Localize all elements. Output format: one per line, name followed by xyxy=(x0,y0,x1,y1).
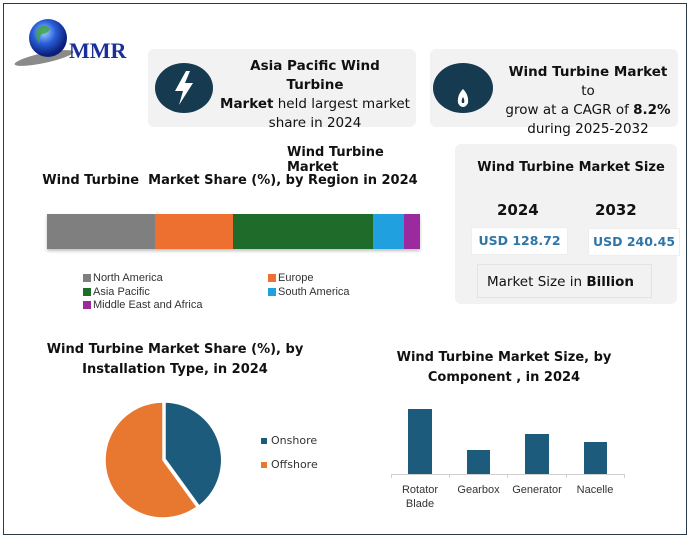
market-size-card: Wind Turbine Market Size 2024 2032 USD 1… xyxy=(455,144,680,304)
legend-label: Europe xyxy=(278,272,314,284)
bar-nacelle xyxy=(584,442,607,474)
highlight-bold-2: Market xyxy=(220,96,274,112)
component-axis xyxy=(391,474,625,475)
value-2032: USD 240.45 xyxy=(588,228,680,256)
cagr-value: 8.2% xyxy=(633,102,671,118)
cagr-card: Wind Turbine Market to grow at a CAGR of… xyxy=(430,49,678,137)
logo-text: MMR xyxy=(69,38,127,63)
legend-south-america: South America xyxy=(268,286,350,298)
cagr-text-1: to xyxy=(581,83,595,99)
pie-slice-offshore xyxy=(104,401,199,519)
region-stacked-bar xyxy=(47,214,420,249)
pie-title-line1: Wind Turbine Market Share (%), by xyxy=(46,342,304,357)
xlabel-nacelle: Nacelle xyxy=(576,484,614,496)
xlabel-line: Rotator xyxy=(401,484,439,496)
segment-south-america xyxy=(373,214,404,249)
lightning-bolt-icon xyxy=(155,63,213,113)
bar-rotator-blade xyxy=(408,409,432,474)
legend-onshore: Onshore xyxy=(261,434,317,447)
header-title: Wind Turbine Market xyxy=(287,145,384,175)
legend-offshore: Offshore xyxy=(261,458,318,471)
value-2024: USD 128.72 xyxy=(471,227,568,255)
bar-generator xyxy=(525,434,549,474)
axis-tick xyxy=(391,474,392,478)
pie-chart-title: Wind Turbine Market Share (%), by Instal… xyxy=(40,340,310,380)
component-title-line1: Wind Turbine Market Size, by xyxy=(396,350,612,365)
unit-text: Market Size in xyxy=(487,274,587,290)
legend-label: South America xyxy=(278,286,350,298)
year-2032: 2032 xyxy=(595,201,637,219)
legend-label: Offshore xyxy=(271,458,318,471)
xlabel-line: Blade xyxy=(405,498,435,510)
cagr-text-2: grow at a CAGR of xyxy=(505,102,634,118)
segment-europe xyxy=(155,214,233,249)
bar-gearbox xyxy=(467,450,490,474)
region-highlight-text: Asia Pacific Wind Turbine Market held la… xyxy=(220,57,410,133)
cagr-bold-1: Wind Turbine Market xyxy=(508,64,668,80)
axis-tick xyxy=(566,474,567,478)
pie-slice-onshore xyxy=(164,401,222,507)
region-chart-title: Wind Turbine Market Share (%), by Region… xyxy=(42,173,418,188)
xlabel-gearbox: Gearbox xyxy=(457,484,500,496)
highlight-bold-1: Asia Pacific Wind Turbine xyxy=(250,58,380,93)
legend-north-america: North America xyxy=(83,272,163,284)
market-size-title: Wind Turbine Market Size xyxy=(477,160,665,175)
segment-north-america xyxy=(47,214,155,249)
mmr-logo: MMR xyxy=(14,16,139,66)
highlight-text-3: share in 2024 xyxy=(268,115,362,131)
legend-label: Onshore xyxy=(271,434,318,447)
legend-label: North America xyxy=(93,272,163,284)
highlight-text-2: held largest market xyxy=(273,96,410,112)
unit-bold: Billion xyxy=(586,274,634,290)
globe-icon xyxy=(14,19,74,66)
region-highlight-card: Asia Pacific Wind Turbine Market held la… xyxy=(148,49,416,131)
pie-title-line2: Installation Type, in 2024 xyxy=(82,362,268,377)
legend-label: Middle East and Africa xyxy=(93,299,203,311)
infographic-frame xyxy=(3,3,687,535)
market-size-unit: Market Size in Billion xyxy=(477,264,652,298)
component-title-line2: Component , in 2024 xyxy=(427,370,581,385)
legend-europe: Europe xyxy=(268,272,313,284)
segment-middle-east-africa xyxy=(404,214,420,249)
legend-middle-east-africa: Middle East and Africa xyxy=(83,299,202,311)
axis-tick xyxy=(624,474,625,478)
segment-asia-pacific xyxy=(233,214,373,249)
cagr-text-3: during 2025-2032 xyxy=(527,121,649,137)
flame-icon xyxy=(433,63,493,113)
axis-tick xyxy=(507,474,508,478)
component-chart-title: Wind Turbine Market Size, by Component ,… xyxy=(389,348,619,388)
legend-label: Asia Pacific xyxy=(93,286,150,298)
cagr-text: Wind Turbine Market to grow at a CAGR of… xyxy=(502,63,674,139)
axis-tick xyxy=(449,474,450,478)
xlabel-rotator-blade: Rotator Blade xyxy=(392,483,448,511)
legend-asia-pacific: Asia Pacific xyxy=(83,286,150,298)
installation-pie xyxy=(104,401,222,519)
xlabel-generator: Generator xyxy=(512,484,562,496)
year-2024: 2024 xyxy=(497,201,539,219)
